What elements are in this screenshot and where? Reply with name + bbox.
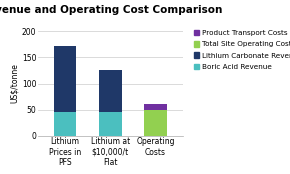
Bar	[99, 70, 122, 112]
Bar	[99, 112, 122, 136]
Legend: Product Transport Costs, Total Site Operating Costs, Lithium Carbonate Revenue, : Product Transport Costs, Total Site Oper…	[193, 30, 290, 70]
Bar	[54, 112, 76, 136]
Bar	[144, 104, 167, 110]
Bar	[54, 46, 76, 112]
Y-axis label: US$/tonne: US$/tonne	[10, 64, 19, 104]
Bar	[144, 110, 167, 136]
Text: Revenue and Operating Cost Comparison: Revenue and Operating Cost Comparison	[0, 5, 223, 15]
